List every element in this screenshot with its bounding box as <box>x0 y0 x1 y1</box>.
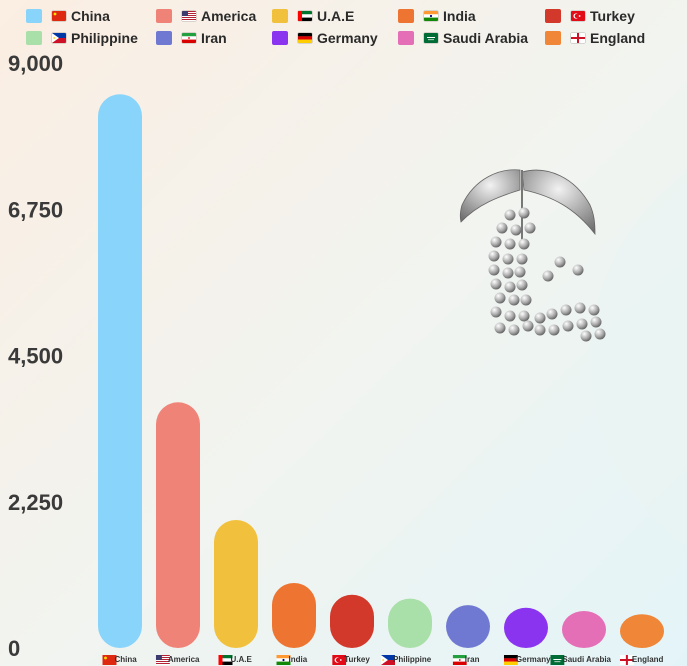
legend-swatch <box>156 31 172 45</box>
legend-item: Germany <box>272 28 378 48</box>
x-tick-label: China <box>115 655 138 664</box>
bars <box>98 94 664 648</box>
legend-swatch <box>272 31 288 45</box>
x-tick-label: Iran <box>465 655 480 664</box>
saudi-arabia-flag-icon <box>550 655 560 662</box>
x-axis: China America U.A.E India Turkey Philippine Ir… <box>102 655 664 664</box>
pepper-logo-icon <box>459 169 606 342</box>
bar <box>156 402 200 648</box>
usa-flag-icon <box>155 655 165 662</box>
x-tick-label: Philippine <box>393 655 432 664</box>
legend-label: India <box>443 8 476 24</box>
bar <box>214 519 258 648</box>
x-tick: Germany <box>503 655 551 664</box>
iran-flag-icon <box>452 655 462 662</box>
bar <box>388 598 432 648</box>
bar <box>98 94 142 648</box>
x-tick-label: India <box>289 655 308 664</box>
turkey-flag-icon <box>571 11 585 21</box>
legend-swatch <box>545 31 561 45</box>
legend-swatch <box>272 9 288 23</box>
legend-item: England <box>545 28 645 48</box>
x-tick-label: America <box>168 655 200 664</box>
legend-label: Iran <box>201 30 227 46</box>
bar <box>562 610 606 648</box>
x-tick: U.A.E <box>218 655 253 664</box>
india-flag-icon <box>276 655 286 662</box>
y-tick-label: 6,750 <box>8 197 63 222</box>
legend-item: U.A.E <box>272 6 354 26</box>
legend-label: Philippine <box>71 30 138 46</box>
x-tick: India <box>276 655 308 664</box>
england-flag-icon <box>571 33 585 43</box>
legend-swatch <box>156 9 172 23</box>
y-tick-label: 9,000 <box>8 51 63 76</box>
germany-flag-icon <box>298 33 312 43</box>
x-tick-label: Saudi Arabia <box>562 655 611 664</box>
usa-flag-icon <box>182 11 196 21</box>
legend-label: America <box>201 8 257 24</box>
bar <box>446 605 490 648</box>
x-tick-label: U.A.E <box>231 655 253 664</box>
bar <box>330 594 374 648</box>
x-tick: China <box>102 655 138 664</box>
x-tick-label: England <box>632 655 664 664</box>
england-flag-icon <box>619 655 629 662</box>
saudi-arabia-flag-icon <box>424 33 438 43</box>
y-tick-label: 2,250 <box>8 490 63 515</box>
legend-label: Turkey <box>590 8 635 24</box>
x-tick: America <box>155 655 200 664</box>
legend-swatch <box>26 9 42 23</box>
legend-swatch <box>398 31 414 45</box>
legend-item: China <box>26 6 110 26</box>
x-tick-label: Turkey <box>344 655 370 664</box>
iran-flag-icon <box>182 33 196 43</box>
philippines-flag-icon <box>52 33 66 43</box>
bar <box>620 614 664 648</box>
uae-flag-icon <box>298 11 312 21</box>
legend: China America U.A.E India Turkey Philippine Ir… <box>0 0 687 56</box>
x-tick: Saudi Arabia <box>550 655 612 664</box>
legend-item: Saudi Arabia <box>398 28 528 48</box>
legend-swatch <box>26 31 42 45</box>
legend-label: England <box>590 30 646 46</box>
bar <box>504 607 548 648</box>
x-tick-label: Germany <box>516 655 551 664</box>
legend-item: America <box>156 6 256 26</box>
y-tick-label: 0 <box>8 636 20 661</box>
germany-flag-icon <box>503 655 513 662</box>
legend-item: Iran <box>156 28 227 48</box>
x-tick: Turkey <box>332 655 370 664</box>
y-tick-label: 4,500 <box>8 344 63 369</box>
legend-label: Saudi Arabia <box>443 30 529 46</box>
china-flag-icon <box>102 655 112 662</box>
turkey-flag-icon <box>332 655 342 662</box>
legend-item: India <box>398 6 476 26</box>
legend-item: Philippine <box>26 28 138 48</box>
legend-label: U.A.E <box>317 8 355 24</box>
philippines-flag-icon <box>381 655 390 662</box>
legend-label: China <box>71 8 110 24</box>
x-tick: Iran <box>452 655 480 664</box>
x-tick: England <box>619 655 664 664</box>
legend-swatch <box>545 9 561 23</box>
legend-label: Germany <box>317 30 378 46</box>
india-flag-icon <box>424 11 438 21</box>
y-axis: 9,000 6,750 4,500 2,250 0 <box>8 51 63 661</box>
bar <box>272 583 316 648</box>
legend-item: Turkey <box>545 6 635 26</box>
uae-flag-icon <box>218 655 228 662</box>
legend-swatch <box>398 9 414 23</box>
china-flag-icon <box>52 11 66 21</box>
x-tick: Philippine <box>381 655 432 664</box>
